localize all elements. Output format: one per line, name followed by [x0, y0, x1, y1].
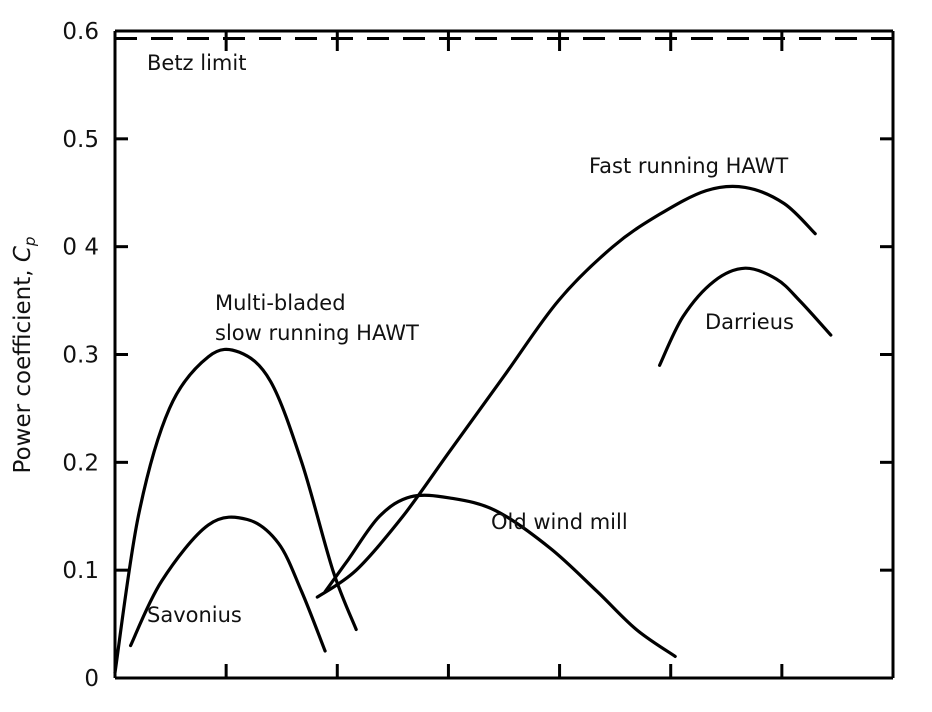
- curve-multi-bladed-slow-running-hawt: [113, 347, 358, 675]
- annotation-multi-bladed-line2: slow running HAWT: [215, 321, 419, 345]
- curve-fast-running-hawt: [315, 184, 817, 599]
- y-axis-label-main: Power coefficient,: [10, 262, 36, 473]
- annotation-betz-limit: Betz limit: [147, 51, 246, 75]
- plot-axes: [113, 29, 895, 680]
- annotation-darrieus: Darrieus: [705, 310, 794, 334]
- annotation-fast-running-hawt: Fast running HAWT: [589, 154, 788, 178]
- annotation-multi-bladed-line1: Multi-bladed: [215, 291, 346, 315]
- curve-savonius: [129, 515, 327, 653]
- y-tick-label-1: 0.1: [62, 558, 99, 584]
- y-axis-label-symbol: C: [10, 246, 36, 262]
- y-tick-label-2: 0.2: [62, 450, 99, 476]
- curve-old-wind-mill: [323, 493, 677, 658]
- y-tick-label-0: 0: [84, 666, 99, 692]
- annotation-old-wind-mill: Old wind mill: [491, 510, 628, 534]
- y-tick-labels: 0 0.1 0.2 0.3 0 4 0.5 0.6: [62, 19, 99, 692]
- y-tick-label-4: 0 4: [62, 235, 99, 261]
- y-tick-label-5: 0.5: [62, 127, 99, 153]
- axis-ticks: [115, 29, 893, 678]
- y-axis-label: Power coefficient, Cp: [10, 237, 39, 474]
- y-tick-label-6: 0.6: [62, 19, 99, 45]
- series-curves: [113, 184, 833, 675]
- y-axis-label-subscript: p: [21, 237, 39, 248]
- curve-darrieus: [658, 266, 833, 367]
- annotation-savonius: Savonius: [147, 603, 242, 627]
- y-tick-label-3: 0.3: [62, 343, 99, 369]
